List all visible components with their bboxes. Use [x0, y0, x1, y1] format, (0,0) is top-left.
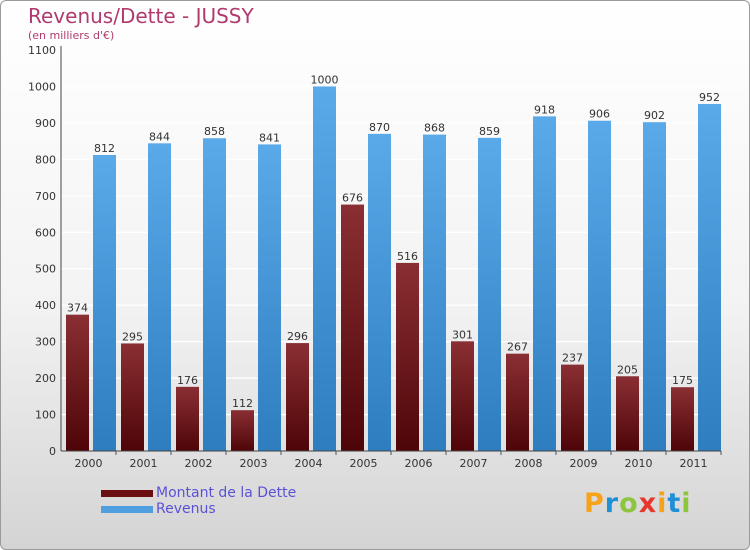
bar-revenus [588, 120, 611, 452]
y-tick-label: 300 [35, 336, 56, 349]
bar-debt [561, 364, 584, 451]
legend-swatch-revenus [101, 506, 153, 513]
bar-revenus [203, 138, 226, 451]
y-tick-label: 100 [35, 409, 56, 422]
data-label-revenus: 870 [369, 121, 390, 134]
logo-letter: P [584, 488, 605, 519]
bar-debt [231, 410, 254, 451]
data-label-debt: 301 [452, 328, 473, 341]
chart-subtitle: (en milliers d'€) [28, 29, 115, 42]
y-tick-label: 600 [35, 226, 56, 239]
legend-label-revenus: Revenus [156, 501, 216, 517]
data-label-debt: 112 [232, 397, 253, 410]
data-label-debt: 176 [177, 374, 198, 387]
data-label-revenus: 902 [644, 109, 665, 122]
logo-letter: t [667, 488, 682, 519]
bar-debt [176, 386, 199, 451]
bar-debt [66, 314, 89, 451]
logo-letter: i [657, 488, 668, 519]
x-tick-label: 2008 [515, 457, 543, 470]
logo-letter: x [638, 488, 658, 519]
legend-label-debt: Montant de la Dette [156, 485, 297, 501]
bar-revenus [478, 137, 501, 451]
x-tick-label: 2001 [130, 457, 158, 470]
bar-debt [341, 204, 364, 451]
bar-revenus [643, 122, 666, 452]
x-tick-label: 2007 [460, 457, 488, 470]
x-tick-label: 2011 [680, 457, 708, 470]
data-label-revenus: 841 [259, 131, 280, 144]
data-label-revenus: 844 [149, 130, 170, 143]
data-label-revenus: 906 [589, 108, 610, 121]
bar-debt [121, 343, 144, 451]
bar-debt [286, 343, 309, 451]
data-label-revenus: 858 [204, 125, 225, 138]
data-label-revenus: 918 [534, 103, 555, 116]
logo-letter: r [604, 488, 620, 519]
y-tick-label: 400 [35, 299, 56, 312]
bar-revenus [368, 133, 391, 451]
y-axis-ticks: 0 100 200 300 400 500 600 700 800 900 1000 1100 [28, 44, 56, 458]
x-tick-label: 2006 [405, 457, 433, 470]
y-tick-label: 800 [35, 153, 56, 166]
y-tick-label: 200 [35, 372, 56, 385]
bar-revenus [93, 154, 116, 452]
data-label-debt: 516 [397, 250, 418, 263]
y-tick-label: 1100 [28, 44, 56, 57]
data-label-debt: 267 [507, 341, 528, 354]
proxiti-logo: Proxiti [584, 488, 692, 519]
x-tick-label: 2002 [185, 457, 213, 470]
chart-title: Revenus/Dette - JUSSY [28, 4, 254, 28]
axes [60, 46, 721, 452]
bar-debt [506, 353, 529, 451]
y-tick-label: 900 [35, 117, 56, 130]
bar-revenus [313, 86, 336, 452]
y-tick-label: 1000 [28, 80, 56, 93]
x-tick-label: 2000 [75, 457, 103, 470]
bars [66, 86, 721, 452]
data-label-revenus: 812 [94, 142, 115, 155]
data-label-debt: 676 [342, 192, 363, 205]
x-tick-label: 2009 [570, 457, 598, 470]
y-tick-label: 500 [35, 263, 56, 276]
bar-revenus [533, 116, 556, 451]
data-label-revenus: 868 [424, 122, 445, 135]
y-tick-label: 0 [49, 445, 56, 458]
data-label-revenus: 859 [479, 125, 500, 138]
data-label-debt: 237 [562, 352, 583, 365]
data-label-revenus: 952 [699, 91, 720, 104]
bar-debt [671, 387, 694, 451]
y-tick-label: 700 [35, 190, 56, 203]
bar-debt [616, 376, 639, 451]
bar-revenus [148, 143, 171, 451]
legend-swatch-debt [101, 490, 153, 497]
x-tick-label: 2010 [625, 457, 653, 470]
bar-revenus [423, 134, 446, 452]
data-label-debt: 205 [617, 363, 638, 376]
bar-revenus [258, 144, 281, 451]
bar-debt [396, 262, 419, 451]
bar-revenus [698, 103, 721, 451]
data-label-debt: 295 [122, 330, 143, 343]
x-tick-label: 2003 [240, 457, 268, 470]
x-tick-label: 2005 [350, 457, 378, 470]
data-label-revenus: 1000 [311, 73, 339, 86]
data-label-debt: 296 [287, 330, 308, 343]
logo-letter: i [681, 488, 692, 519]
logo-letter: o [619, 488, 639, 519]
x-axis-ticks: 2000 2001 2002 2003 2004 2005 2006 2007 2008 2009… [75, 451, 722, 470]
bar-debt [451, 341, 474, 451]
data-labels: 374 812 295 844 176 858 112 841 296 1000 676 870 516… [67, 73, 720, 410]
x-tick-label: 2004 [295, 457, 323, 470]
data-label-debt: 374 [67, 302, 88, 315]
data-label-debt: 175 [672, 374, 693, 387]
